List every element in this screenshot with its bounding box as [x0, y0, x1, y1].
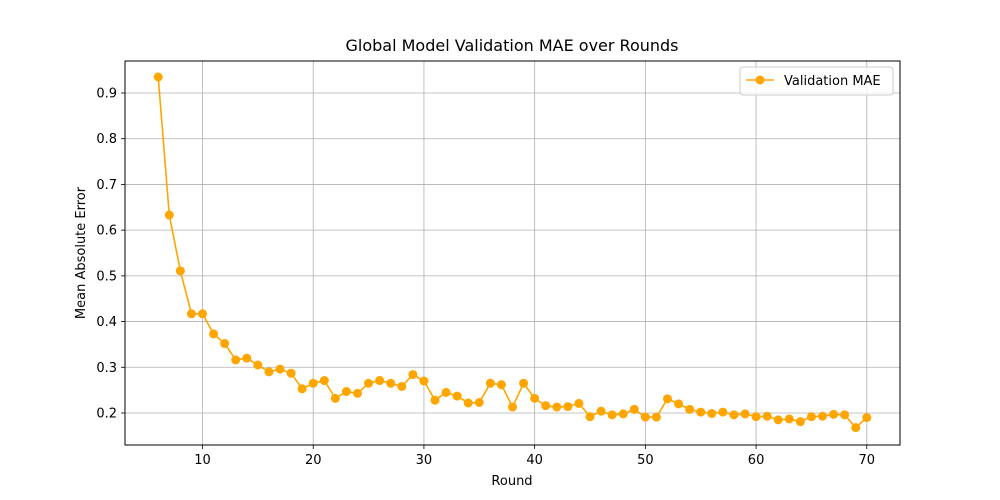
data-point — [508, 402, 517, 412]
data-point — [474, 397, 484, 407]
data-point — [552, 402, 562, 412]
data-point — [674, 399, 684, 409]
data-point — [541, 401, 551, 411]
data-point — [264, 367, 274, 377]
chart-title: Global Model Validation MAE over Rounds — [345, 36, 678, 55]
data-point — [496, 380, 506, 390]
legend-label: Validation MAE — [784, 74, 881, 89]
data-point — [364, 378, 374, 388]
data-point — [718, 407, 728, 417]
x-axis-title: Round — [491, 474, 532, 489]
y-tick-label: 0.5 — [96, 269, 117, 284]
data-point — [707, 408, 717, 418]
x-tick-label: 30 — [416, 453, 433, 468]
data-point — [795, 417, 805, 427]
data-point — [242, 353, 252, 363]
data-point — [829, 409, 839, 419]
data-point — [353, 388, 362, 398]
data-point — [574, 398, 584, 408]
data-point — [618, 409, 628, 419]
y-tick-label: 0.2 — [96, 407, 117, 422]
data-point — [386, 378, 396, 388]
data-point — [209, 329, 219, 339]
data-point — [640, 412, 650, 422]
data-point — [408, 370, 418, 380]
data-point — [175, 266, 185, 276]
data-point — [308, 378, 318, 388]
data-point — [330, 393, 340, 403]
data-point — [319, 376, 329, 386]
data-point — [519, 378, 529, 388]
y-axis-ticks: 0.2 0.3 0.4 0.5 0.6 0.7 0.8 0.9 — [96, 87, 125, 422]
data-point — [840, 410, 850, 420]
data-point — [806, 412, 816, 422]
data-point — [419, 376, 429, 386]
legend-marker-swatch — [755, 75, 765, 85]
data-point — [297, 384, 307, 394]
data-point — [762, 411, 772, 421]
data-point — [585, 412, 595, 422]
data-point — [651, 412, 661, 422]
y-tick-label: 0.6 — [96, 224, 117, 239]
plot-frame — [124, 60, 901, 446]
data-point — [341, 387, 351, 397]
data-point — [596, 406, 606, 416]
data-point — [430, 395, 440, 405]
y-tick-label: 0.9 — [96, 87, 117, 102]
data-point — [463, 398, 473, 408]
data-point — [629, 404, 639, 414]
y-tick-label: 0.8 — [96, 132, 117, 147]
data-point — [198, 309, 207, 319]
data-point — [729, 410, 739, 420]
data-point — [375, 376, 385, 386]
data-point — [441, 387, 451, 397]
data-point — [286, 368, 296, 378]
data-point — [397, 381, 407, 391]
data-point — [253, 360, 263, 370]
data-point — [485, 378, 495, 388]
x-tick-label: 70 — [859, 453, 876, 468]
data-point — [818, 411, 827, 421]
x-tick-label: 40 — [526, 453, 543, 468]
data-point — [607, 410, 617, 420]
y-tick-label: 0.3 — [96, 361, 117, 376]
x-tick-label: 60 — [748, 453, 765, 468]
data-point — [851, 423, 861, 433]
data-point — [530, 393, 540, 403]
data-point — [563, 402, 573, 412]
series-markers — [153, 72, 872, 433]
data-point — [784, 414, 794, 424]
y-axis-title: Mean Absolute Error — [74, 186, 89, 319]
data-point — [751, 412, 761, 422]
data-point — [275, 364, 285, 374]
y-tick-label: 0.4 — [96, 315, 117, 330]
data-point — [663, 394, 672, 404]
legend-box — [739, 66, 894, 96]
data-point — [452, 391, 462, 401]
legend: Validation MAE — [739, 66, 894, 96]
data-point — [696, 407, 706, 417]
x-tick-label: 50 — [637, 453, 654, 468]
x-tick-label: 20 — [305, 453, 322, 468]
data-point — [773, 415, 783, 425]
x-axis-ticks: 10 20 30 40 50 60 70 — [194, 445, 875, 468]
data-point — [153, 72, 163, 82]
data-point — [164, 210, 174, 220]
data-point — [231, 355, 241, 365]
y-tick-label: 0.7 — [96, 178, 117, 193]
data-point — [685, 404, 695, 414]
x-tick-label: 10 — [194, 453, 211, 468]
data-point — [220, 339, 230, 349]
data-point — [862, 413, 872, 423]
data-point — [186, 309, 196, 319]
data-point — [740, 409, 750, 419]
